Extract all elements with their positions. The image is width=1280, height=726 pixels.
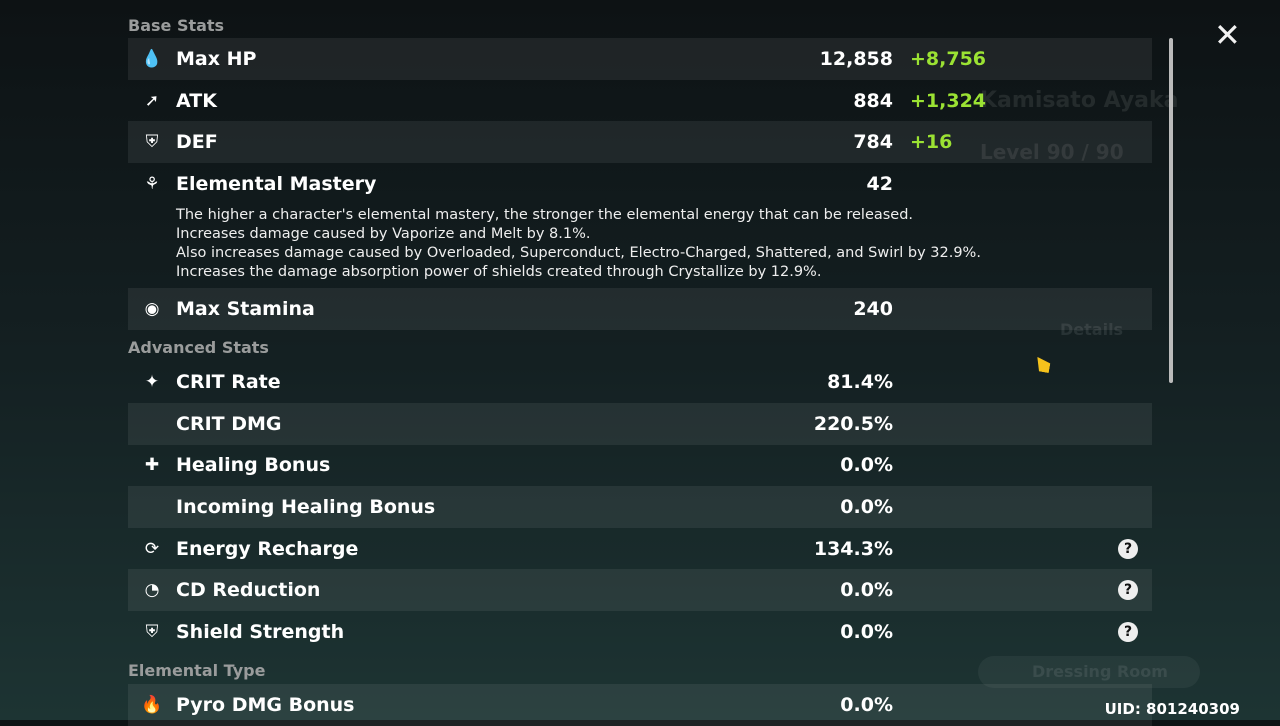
stat-row-crit-dmg: CRIT DMG 220.5% <box>128 403 1152 445</box>
stat-label: Elemental Mastery <box>176 173 377 195</box>
hp-drop-icon: 💧 <box>141 49 163 69</box>
shield-strength-icon: ⛨ <box>145 622 159 642</box>
description-line: The higher a character's elemental maste… <box>176 207 914 223</box>
stat-row-pyro-dmg: 🔥 Pyro DMG Bonus 0.0% <box>128 684 1152 726</box>
mastery-icon: ⚘ <box>144 174 160 194</box>
bg-character-name: Kamisato Ayaka <box>980 88 1179 113</box>
stat-row-healing-bonus: ✚ Healing Bonus 0.0% <box>128 444 1152 486</box>
stat-value: 884 <box>853 90 893 112</box>
uid-label: UID: 801240309 <box>1104 700 1240 718</box>
stat-value: 81.4% <box>827 371 893 393</box>
description-line: Increases the damage absorption power of… <box>176 264 822 280</box>
stat-label: Max HP <box>176 48 257 70</box>
stat-label: DEF <box>176 131 218 153</box>
elemental-mastery-description: The higher a character's elemental maste… <box>176 206 981 282</box>
stat-label: Energy Recharge <box>176 538 359 560</box>
stat-row-energy-recharge: ⟳ Energy Recharge 134.3% ? <box>128 528 1152 570</box>
close-icon[interactable]: ✕ <box>1214 16 1241 54</box>
stat-label: Max Stamina <box>176 298 315 320</box>
cd-reduction-icon: ◔ <box>144 580 160 600</box>
stat-value: 240 <box>853 298 893 320</box>
description-line: Increases damage caused by Vaporize and … <box>176 226 591 242</box>
stat-row-atk: ➚ ATK 884 +1,324 <box>128 80 1152 122</box>
energy-recharge-icon: ⟳ <box>144 539 160 559</box>
stat-label: Shield Strength <box>176 621 345 643</box>
scrollbar[interactable] <box>1169 38 1173 383</box>
base-stats-heading: Base Stats <box>128 16 225 35</box>
bg-dressing-room-button: Dressing Room <box>978 656 1200 688</box>
stat-label: CRIT DMG <box>176 413 282 435</box>
pyro-icon: 🔥 <box>141 695 163 715</box>
help-icon[interactable]: ? <box>1118 539 1138 559</box>
stat-value: 0.0% <box>840 694 893 716</box>
stat-value: 12,858 <box>819 48 893 70</box>
elemental-type-heading: Elemental Type <box>128 661 266 680</box>
stat-value: 0.0% <box>840 454 893 476</box>
bg-details-button: Details <box>1060 320 1124 339</box>
stat-label: Pyro DMG Bonus <box>176 694 355 716</box>
stat-value: 784 <box>853 131 893 153</box>
stat-row-max-stamina: ◉ Max Stamina 240 <box>128 288 1152 330</box>
stat-row-max-hp: 💧 Max HP 12,858 +8,756 <box>128 38 1152 80</box>
bg-level: Level 90 / 90 <box>980 140 1124 164</box>
description-line: Also increases damage caused by Overload… <box>176 245 981 261</box>
stat-label: Healing Bonus <box>176 454 331 476</box>
stat-label: ATK <box>176 90 217 112</box>
sword-icon: ➚ <box>144 91 160 111</box>
stat-row-elemental-mastery: ⚘ Elemental Mastery 42 <box>128 163 1152 205</box>
stat-bonus: +1,324 <box>910 90 987 112</box>
stat-row-incoming-healing: Incoming Healing Bonus 0.0% <box>128 486 1152 528</box>
stat-row-shield-strength: ⛨ Shield Strength 0.0% ? <box>128 611 1152 653</box>
help-icon[interactable]: ? <box>1118 622 1138 642</box>
stat-value: 220.5% <box>813 413 893 435</box>
stat-row-def: ⛨ DEF 784 +16 <box>128 121 1152 163</box>
stat-value: 42 <box>866 173 893 195</box>
help-icon[interactable]: ? <box>1118 580 1138 600</box>
crit-icon: ✦ <box>144 372 160 392</box>
stat-label: CRIT Rate <box>176 371 281 393</box>
shield-icon: ⛨ <box>145 132 159 152</box>
stat-bonus: +16 <box>910 131 953 153</box>
stat-label: Incoming Healing Bonus <box>176 496 436 518</box>
stat-bonus: +8,756 <box>910 48 987 70</box>
advanced-stats-heading: Advanced Stats <box>128 338 269 357</box>
stat-row-cd-reduction: ◔ CD Reduction 0.0% ? <box>128 569 1152 611</box>
stat-value: 134.3% <box>813 538 893 560</box>
stat-label: CD Reduction <box>176 579 321 601</box>
stamina-icon: ◉ <box>144 299 160 319</box>
stat-value: 0.0% <box>840 496 893 518</box>
stat-value: 0.0% <box>840 579 893 601</box>
healing-cross-icon: ✚ <box>144 455 160 475</box>
stat-value: 0.0% <box>840 621 893 643</box>
stat-row-crit-rate: ✦ CRIT Rate 81.4% <box>128 361 1152 403</box>
